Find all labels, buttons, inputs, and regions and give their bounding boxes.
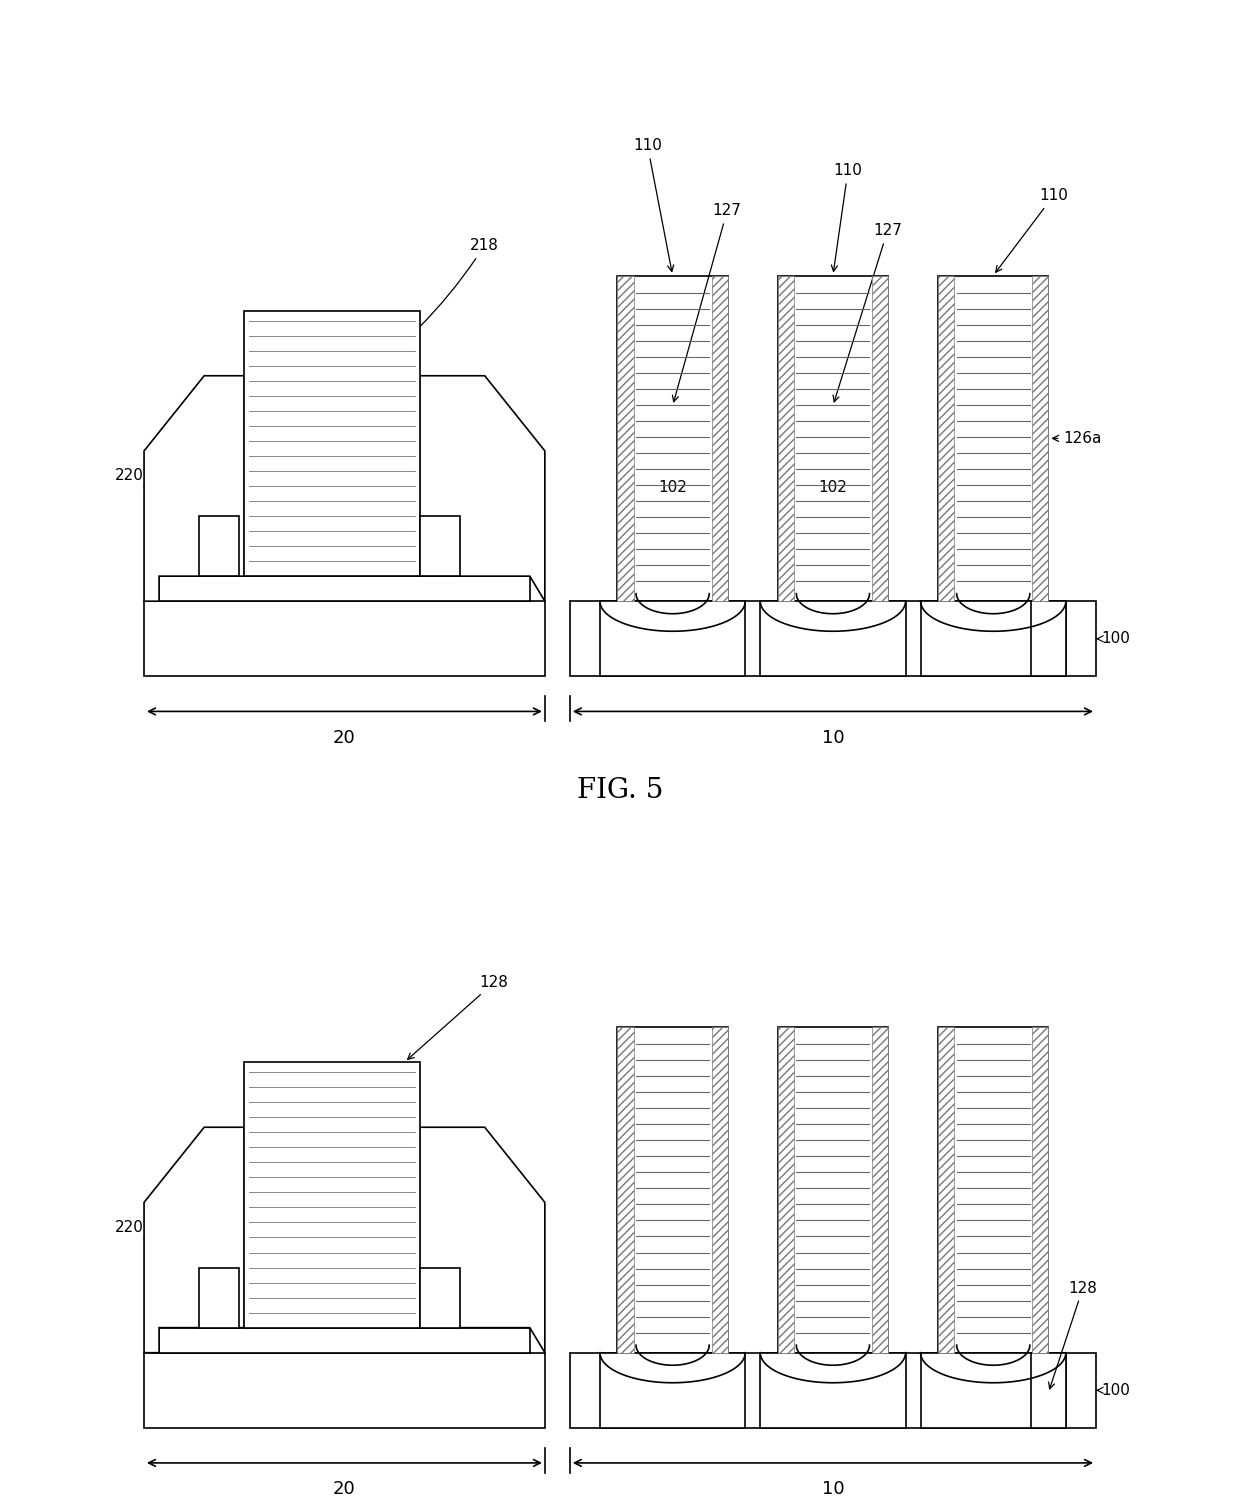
Text: 100: 100 bbox=[1097, 631, 1130, 646]
Text: 20: 20 bbox=[334, 729, 356, 747]
Text: 104: 104 bbox=[510, 1244, 538, 1260]
Text: 102: 102 bbox=[658, 479, 687, 494]
Text: 110: 110 bbox=[634, 138, 673, 272]
Polygon shape bbox=[419, 1127, 544, 1353]
Text: 220: 220 bbox=[114, 1220, 144, 1235]
Text: 220: 220 bbox=[445, 469, 474, 484]
Polygon shape bbox=[144, 1127, 244, 1353]
Bar bbox=[777, 1027, 888, 1353]
Bar bbox=[159, 1327, 529, 1353]
Bar bbox=[570, 1353, 1096, 1428]
Bar bbox=[777, 275, 794, 601]
Bar bbox=[920, 1353, 1066, 1428]
Bar bbox=[712, 275, 728, 601]
Bar bbox=[159, 576, 529, 601]
Text: 104: 104 bbox=[510, 493, 538, 508]
Bar bbox=[244, 311, 419, 576]
Bar bbox=[1030, 1353, 1066, 1428]
Bar bbox=[144, 601, 544, 676]
Text: 10: 10 bbox=[822, 1480, 844, 1498]
Bar bbox=[618, 1027, 634, 1353]
Text: 110: 110 bbox=[831, 164, 862, 272]
Text: 127: 127 bbox=[833, 224, 901, 401]
Bar bbox=[939, 1027, 1048, 1353]
Bar bbox=[600, 601, 745, 676]
Text: 126a: 126a bbox=[1053, 431, 1102, 446]
Polygon shape bbox=[419, 376, 544, 601]
Text: 20: 20 bbox=[334, 1480, 356, 1498]
Bar bbox=[200, 516, 239, 576]
Bar bbox=[872, 1027, 888, 1353]
Text: 128: 128 bbox=[408, 975, 508, 1060]
Bar bbox=[419, 1267, 460, 1327]
Text: 128: 128 bbox=[1049, 1281, 1097, 1389]
Text: FIG. 5: FIG. 5 bbox=[577, 777, 663, 804]
Bar bbox=[1033, 1027, 1048, 1353]
Bar bbox=[939, 275, 1048, 601]
Bar bbox=[872, 275, 888, 601]
Bar bbox=[144, 1353, 544, 1428]
Text: 100: 100 bbox=[1097, 1383, 1130, 1398]
Text: 110: 110 bbox=[996, 188, 1068, 272]
Text: 102: 102 bbox=[818, 479, 847, 494]
Bar bbox=[760, 601, 905, 676]
Bar bbox=[244, 1063, 419, 1327]
Bar bbox=[419, 516, 460, 576]
Bar bbox=[777, 1027, 794, 1353]
Bar bbox=[618, 275, 634, 601]
Text: 220: 220 bbox=[114, 469, 144, 484]
Bar bbox=[777, 275, 888, 601]
Text: 127: 127 bbox=[672, 203, 742, 401]
Bar bbox=[920, 601, 1066, 676]
Bar bbox=[1030, 601, 1066, 676]
Bar bbox=[618, 275, 728, 601]
Bar bbox=[570, 601, 1096, 676]
Bar bbox=[1033, 275, 1048, 601]
Bar bbox=[618, 1027, 728, 1353]
Bar bbox=[760, 1353, 905, 1428]
Bar bbox=[939, 1027, 954, 1353]
Text: 218: 218 bbox=[353, 239, 498, 383]
Bar bbox=[600, 1353, 745, 1428]
Text: 220: 220 bbox=[445, 1220, 474, 1235]
Bar bbox=[939, 275, 954, 601]
Text: 10: 10 bbox=[822, 729, 844, 747]
Bar bbox=[712, 1027, 728, 1353]
Bar bbox=[200, 1267, 239, 1327]
Polygon shape bbox=[144, 376, 244, 601]
